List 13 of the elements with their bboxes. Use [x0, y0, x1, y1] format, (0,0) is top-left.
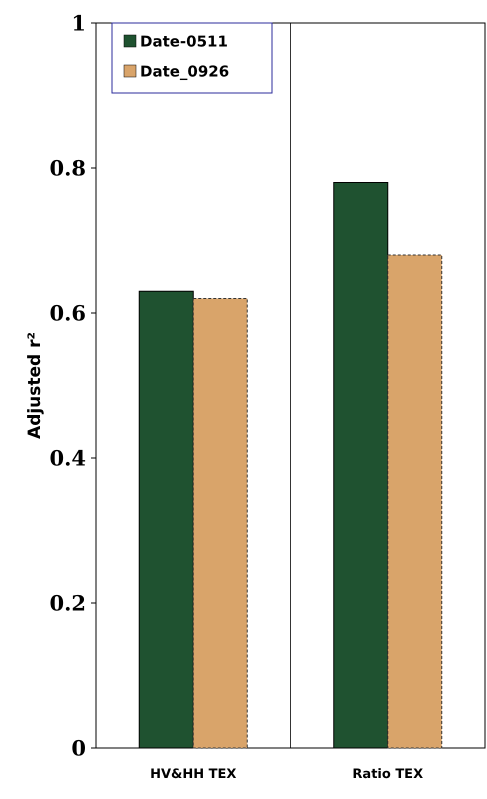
legend-label: Date-0511: [140, 32, 228, 50]
y-tick-label: 0.8: [49, 155, 86, 180]
bar: [192, 298, 248, 748]
y-tick-label: 0: [71, 735, 86, 760]
legend-label: Date_0926: [140, 62, 230, 80]
y-tick-label: 0.2: [49, 590, 86, 616]
y-tick-label: 0.6: [49, 300, 86, 326]
y-tick-label: 0.4: [49, 445, 86, 470]
x-tick-label: HV&HH TEX: [150, 767, 236, 782]
y-tick-label: 1: [71, 10, 86, 36]
y-axis-title: Adjusted r²: [25, 332, 45, 439]
bar: [387, 254, 442, 748]
x-tick-label: Ratio TEX: [352, 767, 424, 782]
